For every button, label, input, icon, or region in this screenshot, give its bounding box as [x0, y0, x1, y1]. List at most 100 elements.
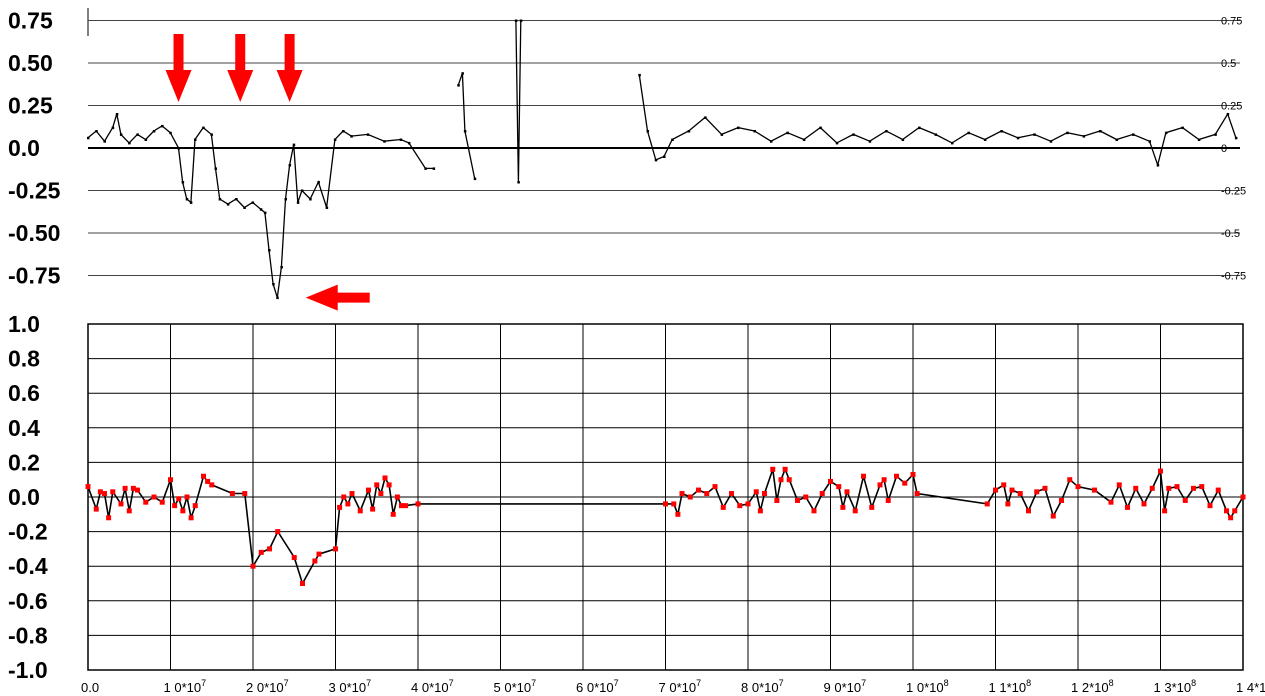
x-tick-label: 8 0*107 [741, 678, 784, 695]
bottom-data-point [374, 482, 380, 488]
bottom-data-point [85, 484, 91, 490]
bottom-data-point [696, 487, 701, 493]
bottom-data-point [143, 499, 149, 505]
bottom-data-point [1191, 485, 1196, 491]
bottom-data-point [370, 506, 376, 512]
bottom-y-tick-label: -1.0 [8, 657, 48, 683]
bottom-data-point [844, 489, 850, 495]
bottom-data-point [1009, 487, 1015, 493]
bottom-panel: 1.0 0.8 0.6 0.4 0.2 0.0 -0.2 -0.4 -0.6 -0.8 -1.0 0.… [8, 311, 1265, 695]
bottom-data-point [390, 511, 396, 517]
top-y-tick-label-right: 0.5 [1221, 58, 1236, 70]
bottom-data-point [229, 491, 235, 497]
top-y-tick-label-right: -0.25 [1221, 186, 1246, 198]
bottom-data-point [130, 485, 136, 491]
bottom-data-point [984, 501, 990, 507]
bottom-data-point [300, 581, 305, 586]
x-tick-label: 2 0*107 [246, 678, 289, 695]
bottom-data-point [836, 484, 842, 490]
bottom-data-point [415, 501, 421, 507]
bottom-data-point [1174, 484, 1180, 490]
bottom-data-point [869, 504, 875, 510]
bottom-data-point [102, 491, 107, 497]
bottom-data-point [687, 494, 693, 500]
bottom-data-point [209, 482, 215, 488]
bottom-data-point [345, 501, 351, 507]
bottom-data-point [1228, 515, 1234, 521]
top-y-tick-label: 0.25 [8, 93, 53, 119]
bottom-data-point [176, 496, 182, 502]
bottom-data-point [778, 477, 784, 483]
bottom-data-point [762, 491, 767, 497]
top-y-tick-label-right: -0.5 [1221, 228, 1240, 240]
top-y-tick-label: 0.0 [8, 135, 40, 161]
bottom-y-tick-label: -0.8 [8, 622, 48, 648]
bottom-data-point [168, 477, 173, 483]
bottom-data-point [811, 508, 817, 514]
bottom-data-point [378, 491, 384, 497]
bottom-data-point [894, 473, 899, 479]
bottom-data-point [671, 501, 677, 507]
top-y-tick-label-right: 0 [1221, 143, 1227, 155]
bottom-data-point [1240, 494, 1246, 500]
x-tick-label: 4 0*107 [411, 678, 454, 695]
bottom-data-point [135, 487, 140, 493]
bottom-data-point [188, 515, 194, 521]
bottom-data-point [1224, 508, 1229, 514]
bottom-data-point [1232, 508, 1238, 514]
bottom-data-point [819, 491, 825, 497]
bottom-data-point [366, 487, 371, 493]
bottom-data-point [1207, 503, 1213, 509]
bottom-data-point [910, 472, 916, 478]
bottom-data-point [337, 504, 343, 510]
bottom-data-point [151, 494, 157, 500]
bottom-data-point [333, 546, 338, 552]
bottom-data-point [1158, 468, 1163, 474]
bottom-data-point [1215, 487, 1221, 493]
bottom-data-point [770, 466, 776, 472]
red-arrow-left [305, 284, 370, 311]
bottom-data-point [1059, 497, 1064, 503]
red-arrow-down [165, 34, 192, 102]
bottom-data-point [341, 494, 347, 500]
x-tick-label: 1 4*108 [1236, 678, 1265, 695]
bottom-data-point [1067, 477, 1073, 483]
bottom-data-point [1162, 508, 1168, 514]
bottom-data-point [205, 478, 211, 484]
bottom-data-point [403, 503, 409, 509]
bottom-data-point [97, 489, 103, 495]
top-data-point [457, 84, 460, 87]
bottom-data-point [1005, 501, 1011, 507]
bottom-data-point [93, 506, 99, 512]
bottom-data-point [192, 503, 198, 509]
bottom-data-point [663, 501, 668, 507]
bottom-y-tick-label: 0.8 [8, 346, 40, 372]
bottom-data-point [267, 546, 272, 552]
bottom-data-point [159, 499, 165, 505]
top-data-point [296, 201, 300, 204]
top-data-point [1234, 136, 1238, 140]
bottom-data-point [1125, 504, 1130, 510]
top-y-tick-label: -0.50 [8, 220, 60, 246]
bottom-data-point [704, 491, 710, 497]
bottom-data-point [795, 497, 800, 503]
bottom-data-point [1182, 497, 1188, 503]
bottom-data-point [1166, 485, 1172, 491]
bottom-data-point [184, 494, 190, 500]
top-data-point [432, 167, 436, 170]
top-data-point [517, 181, 520, 184]
bottom-y-tick-label: 0.6 [8, 380, 40, 406]
bottom-data-point [382, 475, 388, 481]
bottom-data-point [110, 489, 116, 495]
x-tick-label: 0.0 [81, 680, 99, 695]
bottom-data-point [877, 482, 883, 488]
bottom-y-tick-label: -0.2 [8, 519, 48, 545]
bottom-data-point [852, 508, 858, 514]
bottom-data-point [675, 511, 681, 517]
bottom-data-point [291, 555, 297, 561]
x-tick-label: 6 0*107 [576, 678, 619, 695]
top-y-tick-label-right: 0.25 [1221, 101, 1242, 113]
bottom-data-point [914, 491, 920, 497]
bottom-data-point [242, 491, 248, 497]
bottom-y-tick-label: 0.4 [8, 415, 40, 441]
